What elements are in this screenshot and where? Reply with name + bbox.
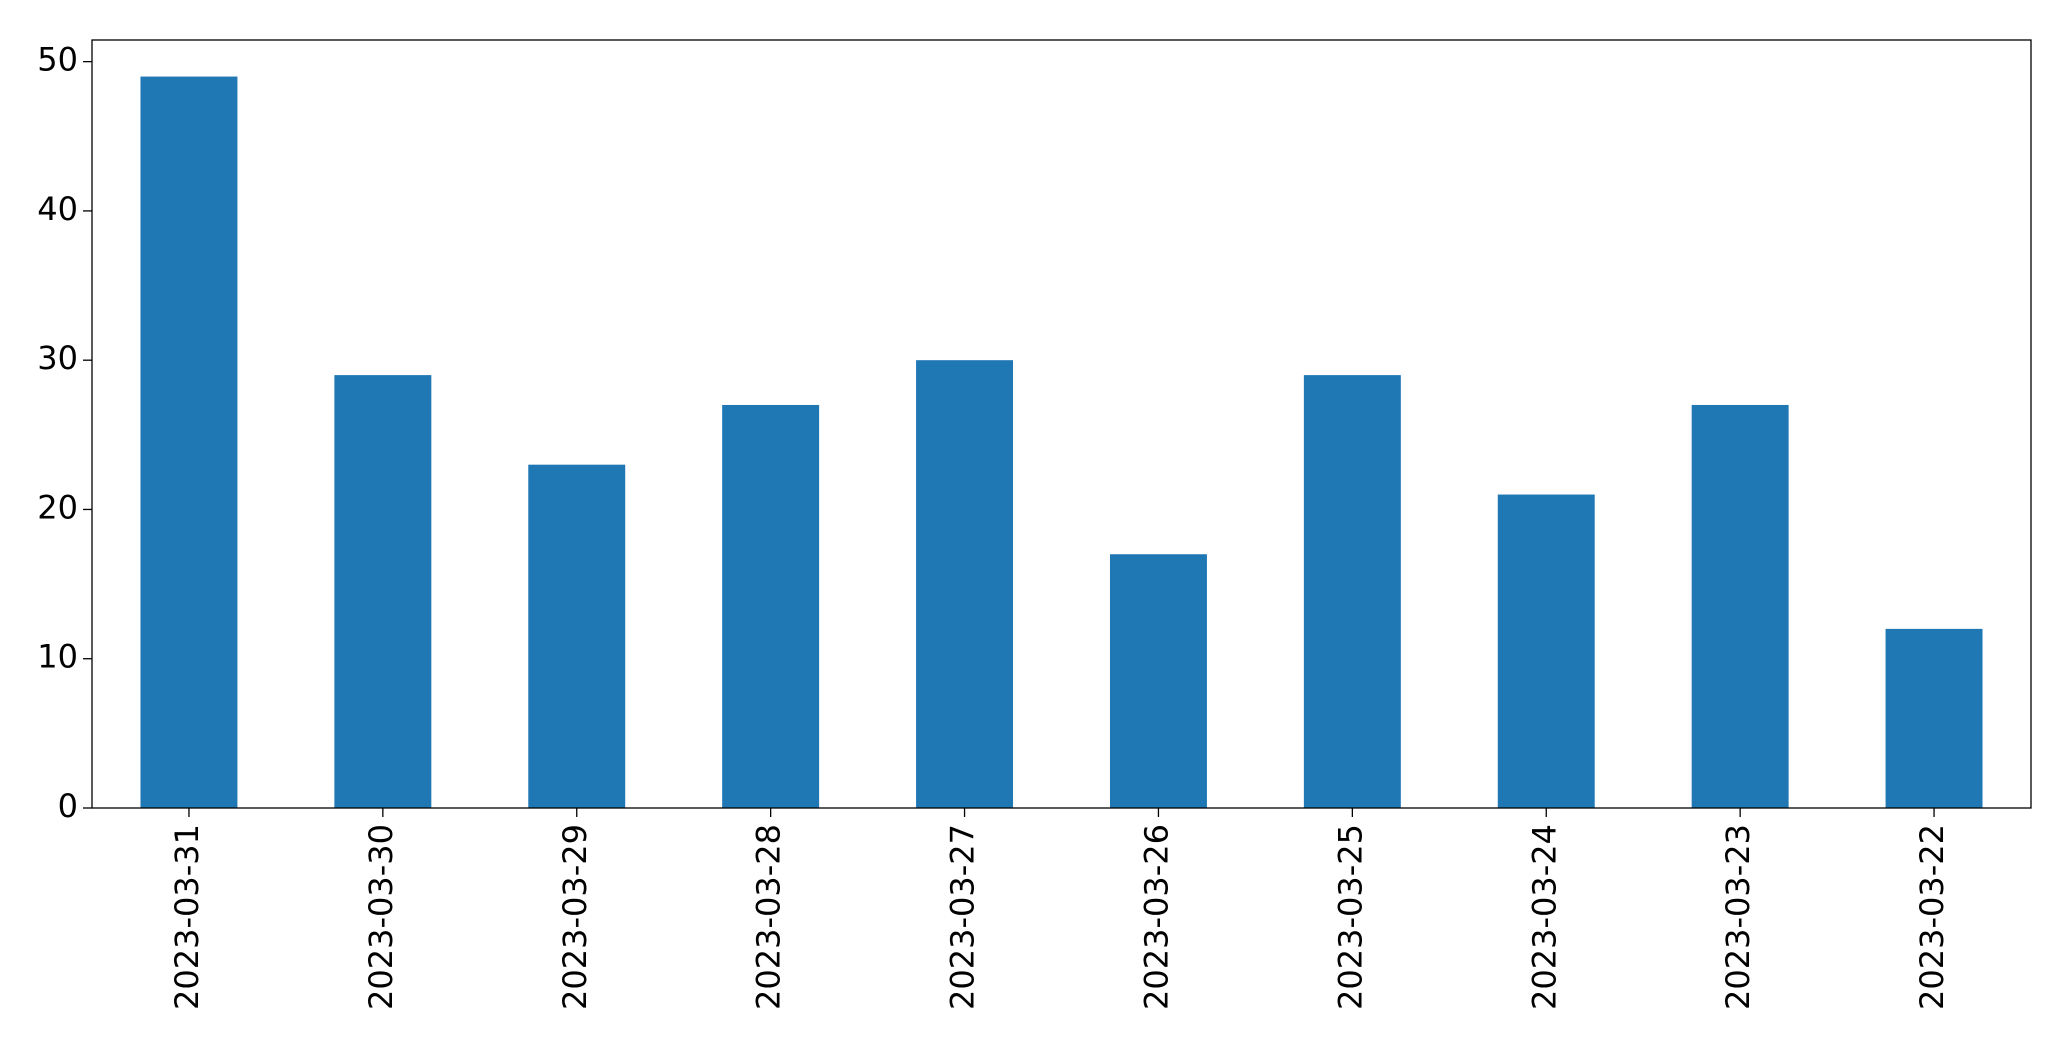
x-tick-label: 2023-03-27 [944,824,982,1010]
bar [1109,554,1207,808]
bar [916,360,1014,808]
bar [528,464,626,808]
bar [140,76,238,809]
x-tick-label: 2023-03-25 [1331,824,1369,1010]
y-tick-label: 50 [37,41,78,79]
plot-frame [91,39,2032,809]
y-tick-label: 0 [58,787,78,825]
y-tick-label: 20 [37,488,78,526]
y-tick-label: 40 [37,190,78,228]
bar [334,375,432,808]
x-tick-label: 2023-03-24 [1525,824,1563,1010]
bar [1497,494,1595,808]
x-tick-label: 2023-03-22 [1913,824,1951,1010]
x-tick-label: 2023-03-28 [750,824,788,1010]
bar [722,404,820,808]
bar [1885,628,1983,808]
x-tick-label: 2023-03-29 [556,824,594,1010]
x-tick-label: 2023-03-30 [362,824,400,1010]
y-tick-label: 30 [37,339,78,377]
y-tick-label: 10 [37,638,78,676]
bar [1691,404,1789,808]
x-tick-label: 2023-03-23 [1719,824,1757,1010]
x-tick-label: 2023-03-31 [168,824,206,1010]
x-tick-label: 2023-03-26 [1137,824,1175,1010]
bar [1303,375,1401,808]
